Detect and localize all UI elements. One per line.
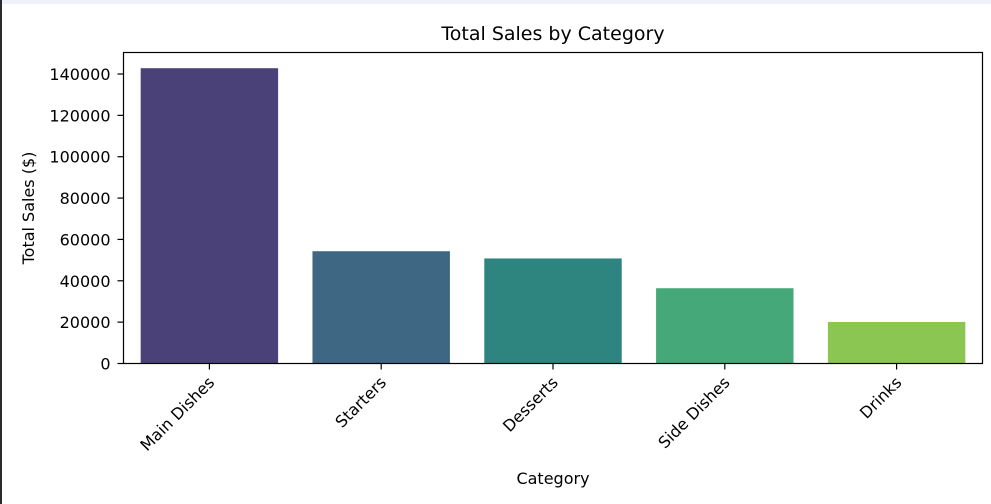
plot-frame [122, 51, 984, 365]
y-tick-label: 100000 [49, 148, 110, 167]
x-tick-label: Desserts [499, 373, 562, 436]
x-tick-label: Drinks [856, 373, 906, 423]
y-axis-label: Total Sales ($) [19, 152, 38, 266]
y-axis-ticks: 0 20000 40000 60000 80000 100000 120000 140000 [49, 65, 124, 374]
y-tick-label: 20000 [60, 313, 111, 332]
bar-side-dishes [656, 288, 794, 364]
y-tick-label: 140000 [49, 65, 110, 84]
chart-title: Total Sales by Category [440, 23, 664, 45]
y-tick-label: 120000 [49, 106, 110, 125]
y-tick-label: 40000 [60, 272, 111, 291]
y-tick-label: 60000 [60, 230, 111, 249]
bar-desserts [484, 258, 622, 364]
x-axis-label: Category [516, 469, 589, 488]
window-top-strip [0, 0, 991, 4]
bar-drinks [827, 321, 966, 364]
x-tick-label: Starters [331, 373, 390, 432]
y-tick-label: 80000 [60, 189, 111, 208]
window-left-edge [0, 0, 2, 504]
x-axis-ticks: Main Dishes Starters Desserts Side Dishes Dr… [136, 363, 906, 455]
bar-starters [312, 251, 450, 364]
bars-group [140, 68, 966, 364]
bar-main-dishes [140, 68, 279, 364]
y-tick-label: 0 [100, 355, 110, 374]
x-tick-label: Main Dishes [136, 373, 218, 455]
x-tick-label: Side Dishes [654, 373, 733, 452]
